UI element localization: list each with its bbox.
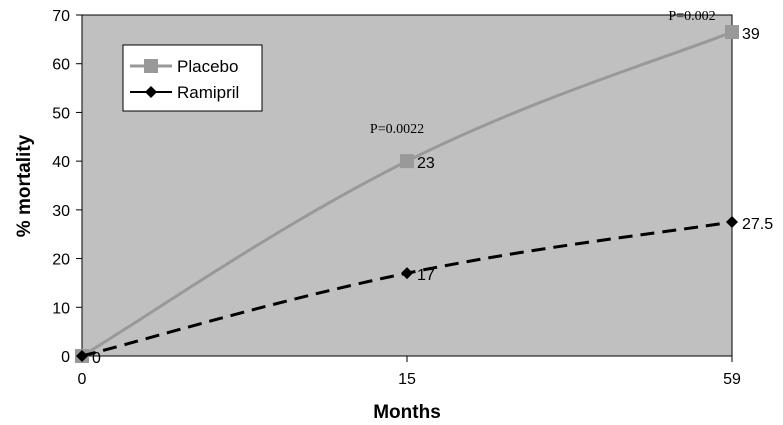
ramipril-point-label: 0 bbox=[92, 350, 101, 367]
x-tick-label: 59 bbox=[723, 371, 741, 388]
y-tick-label: 50 bbox=[52, 105, 70, 122]
legend-ramipril-label: Ramipril bbox=[177, 83, 239, 102]
ramipril-marker bbox=[726, 216, 738, 229]
y-tick-label: 10 bbox=[52, 300, 70, 317]
p-value-annotation: P=0.002 bbox=[668, 9, 715, 24]
y-tick-label: 30 bbox=[52, 203, 70, 220]
y-tick-label: 70 bbox=[52, 8, 70, 25]
p-value-annotation: P=0.0022 bbox=[370, 122, 424, 137]
y-tick-label: 60 bbox=[52, 57, 70, 74]
placebo-marker bbox=[725, 25, 739, 40]
legend-placebo-label: Placebo bbox=[177, 57, 238, 76]
x-axis-title: Months bbox=[373, 402, 441, 423]
y-tick-label: 20 bbox=[52, 252, 70, 269]
legend: Placebo Ramipril bbox=[122, 44, 263, 112]
ramipril-marker bbox=[401, 267, 413, 280]
y-axis: 0 10 20 30 40 50 60 70 bbox=[52, 8, 82, 366]
x-tick-label: 0 bbox=[78, 371, 87, 388]
y-tick-label: 40 bbox=[52, 154, 70, 171]
placebo-marker bbox=[400, 154, 414, 169]
series-layer bbox=[75, 25, 739, 363]
ramipril-marker bbox=[76, 350, 88, 362]
x-axis: 0 15 59 bbox=[78, 356, 741, 388]
label-layer: 23 39 0 17 27.5 P=0.0022 P=0.002 bbox=[92, 9, 773, 367]
legend-ramipril-marker bbox=[145, 86, 157, 98]
series-ramipril bbox=[76, 216, 738, 362]
ramipril-point-label: 17 bbox=[417, 267, 435, 284]
legend-placebo-marker bbox=[144, 59, 158, 73]
placebo-point-label: 23 bbox=[417, 155, 435, 172]
legend-box bbox=[122, 44, 263, 112]
x-tick-label: 15 bbox=[398, 371, 416, 388]
placebo-point-label: 39 bbox=[742, 26, 760, 43]
ramipril-point-label: 27.5 bbox=[742, 216, 773, 233]
y-tick-label: 0 bbox=[61, 349, 70, 366]
y-axis-title: % mortality bbox=[14, 134, 35, 237]
